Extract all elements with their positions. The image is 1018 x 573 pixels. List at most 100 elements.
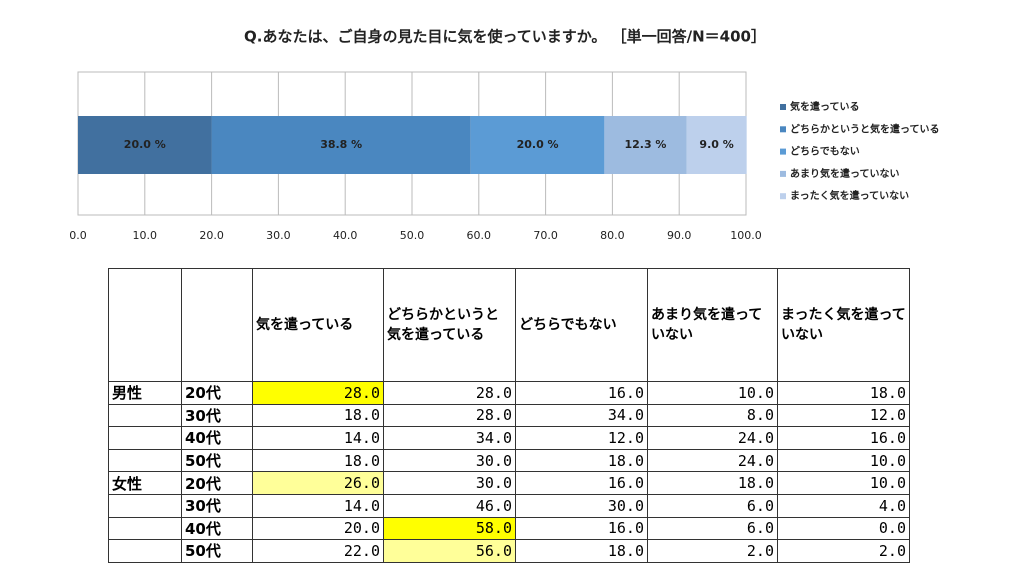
value-cell: 30.0 [383, 471, 516, 495]
bar-segment [470, 116, 605, 174]
value-cell: 34.0 [515, 403, 648, 428]
age-label: 50代 [181, 448, 253, 473]
group-cell [108, 426, 182, 450]
value-cell: 10.0 [777, 448, 910, 473]
value-cell: 24.0 [647, 448, 778, 473]
x-tick-label: 50.0 [400, 229, 425, 242]
value-cell: 24.0 [647, 426, 778, 450]
value-cell: 46.0 [383, 493, 516, 518]
data-row: 50代 22.0 56.0 18.0 2.0 2.0 [108, 539, 910, 563]
data-row: 40代 20.0 58.0 16.0 6.0 0.0 [108, 516, 910, 541]
age-label: 20代 [181, 471, 253, 495]
value-label: 9.0 % [699, 138, 733, 151]
x-tick-label: 0.0 [69, 229, 87, 242]
value-cell: 12.0 [515, 426, 648, 450]
legend-label: あまり気を遣っていない [790, 167, 900, 180]
value-cell: 22.0 [252, 539, 384, 563]
x-tick-label: 100.0 [730, 229, 762, 242]
x-tick-label: 80.0 [600, 229, 625, 242]
x-tick-label: 40.0 [333, 229, 358, 242]
group-cell [108, 516, 182, 541]
value-cell: 56.0 [383, 539, 516, 563]
x-tick-label: 30.0 [266, 229, 291, 242]
column-header: 気を遣っている [252, 268, 384, 382]
x-tick-label: 20.0 [199, 229, 224, 242]
value-cell: 16.0 [515, 516, 648, 541]
data-row: 女性 20代 26.0 30.0 16.0 18.0 10.0 [108, 471, 910, 495]
value-cell: 6.0 [647, 493, 778, 518]
value-cell: 18.0 [252, 403, 384, 428]
age-label: 30代 [181, 493, 253, 518]
value-cell: 58.0 [383, 516, 516, 541]
corner-cell [108, 268, 182, 382]
value-cell: 18.0 [515, 448, 648, 473]
legend-label: 気を遣っている [789, 100, 860, 113]
legend-label: どちらでもない [790, 145, 860, 158]
data-table: 気を遣っている どちらかというと気を遣っている どちらでもない あまり気を遣っていない… [108, 268, 910, 563]
value-cell: 18.0 [647, 471, 778, 495]
value-cell: 16.0 [777, 426, 910, 450]
x-tick-label: 10.0 [133, 229, 158, 242]
column-header: どちらでもない [515, 268, 648, 382]
value-cell: 16.0 [515, 471, 648, 495]
header-row: 気を遣っている どちらかというと気を遣っている どちらでもない あまり気を遣っていない… [108, 268, 910, 382]
value-cell: 4.0 [777, 493, 910, 518]
value-cell: 18.0 [252, 448, 384, 473]
age-label: 50代 [181, 539, 253, 563]
data-row: 30代 14.0 46.0 30.0 6.0 4.0 [108, 493, 910, 518]
age-label: 40代 [181, 516, 253, 541]
value-cell: 10.0 [647, 381, 778, 405]
bar-segment [686, 116, 747, 174]
column-header: あまり気を遣っていない [647, 268, 778, 382]
data-row: 50代 18.0 30.0 18.0 24.0 10.0 [108, 448, 910, 473]
value-cell: 2.0 [647, 539, 778, 563]
legend-swatch [780, 104, 786, 110]
value-cell: 2.0 [777, 539, 910, 563]
value-cell: 26.0 [252, 471, 384, 495]
chart: Q.あなたは、ご自身の見た目に気を使っていますか。 ［単一回答/N＝400］ 0… [69, 28, 940, 243]
value-cell: 18.0 [515, 539, 648, 563]
column-header: どちらかというと気を遣っている [383, 268, 516, 382]
value-cell: 14.0 [252, 426, 384, 450]
group-cell [108, 493, 182, 518]
group-cell [108, 539, 182, 563]
value-cell: 28.0 [252, 381, 384, 405]
value-cell: 20.0 [252, 516, 384, 541]
value-label: 20.0 % [124, 138, 166, 151]
age-label: 20代 [181, 381, 253, 405]
bar-segment [78, 116, 212, 174]
value-cell: 14.0 [252, 493, 384, 518]
value-cell: 6.0 [647, 516, 778, 541]
group-label: 女性 [108, 471, 182, 495]
bar-segment [604, 116, 687, 174]
data-row: 30代 18.0 28.0 34.0 8.0 12.0 [108, 403, 910, 428]
data-row: 40代 14.0 34.0 12.0 24.0 16.0 [108, 426, 910, 450]
value-cell: 30.0 [383, 448, 516, 473]
x-tick-label: 70.0 [533, 229, 558, 242]
legend-label: どちらかというと気を遣っている [790, 122, 940, 135]
value-cell: 28.0 [383, 403, 516, 428]
value-cell: 8.0 [647, 403, 778, 428]
value-cell: 10.0 [777, 471, 910, 495]
value-cell: 30.0 [515, 493, 648, 518]
x-tick-label: 90.0 [667, 229, 692, 242]
age-label: 40代 [181, 426, 253, 450]
value-cell: 12.0 [777, 403, 910, 428]
value-cell: 0.0 [777, 516, 910, 541]
value-label: 20.0 % [517, 138, 559, 151]
value-label: 38.8 % [320, 138, 362, 151]
value-label: 12.3 % [624, 138, 666, 151]
legend-swatch [780, 126, 786, 133]
value-cell: 34.0 [383, 426, 516, 450]
legend-swatch [780, 193, 786, 200]
chart-title: Q.あなたは、ご自身の見た目に気を使っていますか。 ［単一回答/N＝400］ [244, 28, 766, 46]
x-tick-label: 60.0 [467, 229, 492, 242]
legend-swatch [780, 170, 786, 177]
legend-label: まったく気を遣っていない [790, 189, 909, 202]
column-header: まったく気を遣っていない [777, 268, 910, 382]
value-cell: 18.0 [777, 381, 910, 405]
age-label: 30代 [181, 403, 253, 428]
value-cell: 28.0 [383, 381, 516, 405]
group-cell [108, 403, 182, 428]
